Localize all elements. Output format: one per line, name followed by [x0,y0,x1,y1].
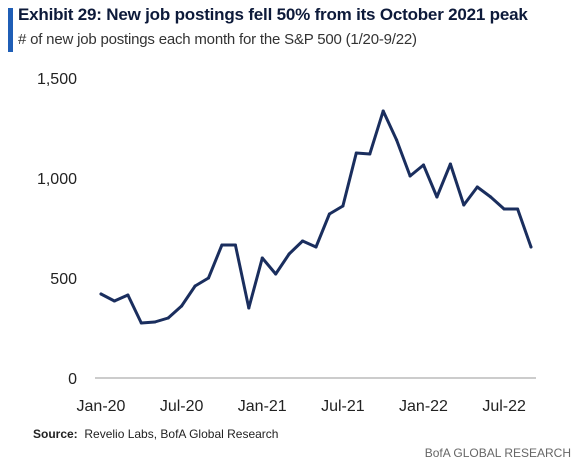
data-point [408,174,412,178]
data-point [395,138,399,142]
data-point [193,284,197,288]
data-point [448,162,452,166]
data-point [354,151,358,155]
x-tick-label: Jul-21 [321,398,365,415]
data-point [99,292,103,296]
x-tick-label: Jan-22 [399,398,448,415]
data-point [381,109,385,113]
x-tick-label: Jan-21 [238,398,287,415]
credit-text: BofA GLOBAL RESEARCH [424,446,571,460]
data-point [516,207,520,211]
x-axis-ticks: Jan-20 Jul-20 Jan-21 Jul-21 Jan-22 Jul-22 [77,398,526,415]
data-point [287,252,291,256]
data-point [260,256,264,260]
data-point [126,293,130,297]
data-point [462,203,466,207]
y-tick-label: 500 [50,271,77,288]
data-point [180,304,184,308]
chart-title: Exhibit 29: New job postings fell 50% fr… [18,5,528,24]
data-point [314,245,318,249]
source-label: Source: [33,427,78,441]
x-tick-label: Jul-22 [482,398,526,415]
data-point [220,243,224,247]
data-point [529,245,533,249]
series-line [99,109,533,325]
x-tick-label: Jul-20 [160,398,204,415]
data-point [435,195,439,199]
data-point [247,306,251,310]
data-point [139,321,143,325]
data-point [112,299,116,303]
data-point [368,152,372,156]
y-axis-ticks: 0 500 1,000 1,500 [37,71,77,388]
source-text: Revelio Labs, BofA Global Research [84,427,279,441]
chart-subtitle: # of new job postings each month for the… [18,31,417,48]
y-tick-label: 0 [68,371,77,388]
title-accent-bar [8,8,13,52]
data-point [301,239,305,243]
data-point [475,185,479,189]
data-point [422,163,425,167]
data-point [502,207,506,211]
data-point [166,316,170,320]
data-point [327,212,331,216]
x-tick-label: Jan-20 [77,398,126,415]
data-point [233,243,237,247]
y-tick-label: 1,000 [37,171,77,188]
data-point [207,276,210,280]
source-note: Source: Revelio Labs, BofA Global Resear… [33,427,278,441]
data-point [489,195,493,199]
data-point [153,320,157,324]
data-points [99,109,533,325]
y-tick-label: 1,500 [37,71,77,88]
data-point [274,272,278,276]
data-point [341,204,345,208]
